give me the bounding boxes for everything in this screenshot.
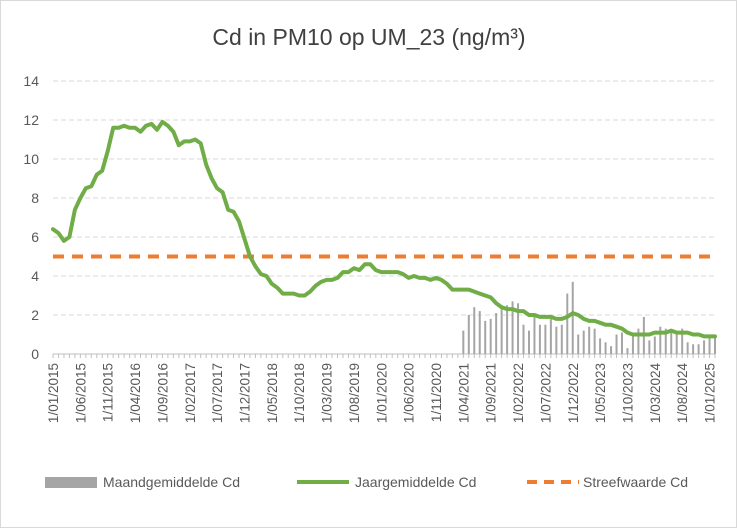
monthly-bar <box>697 344 700 354</box>
x-tick-label: 1/10/2018 <box>292 363 307 423</box>
monthly-bar <box>670 332 673 354</box>
monthly-bar <box>675 330 678 354</box>
x-tick-label: 1/04/2021 <box>456 363 471 423</box>
monthly-bar <box>582 330 585 354</box>
monthly-bar <box>648 340 651 354</box>
x-tick-label: 1/01/2020 <box>374 363 389 423</box>
monthly-bar <box>566 293 569 354</box>
legend-label-target: Streefwaarde Cd <box>583 474 688 490</box>
x-tick-label: 1/11/2015 <box>101 363 116 422</box>
annual-average-line <box>51 119 717 339</box>
monthly-bar <box>577 334 580 354</box>
x-tick-label: 1/05/2023 <box>593 363 608 423</box>
x-tick-label: 1/03/2024 <box>648 363 663 424</box>
monthly-bar <box>631 332 634 354</box>
monthly-bar <box>626 348 629 354</box>
y-tick-label: 12 <box>23 112 39 128</box>
grid-lines <box>53 80 715 316</box>
x-tick-label: 1/07/2017 <box>210 363 225 423</box>
monthly-bar <box>522 324 525 354</box>
legend-label-monthly: Maandgemiddelde Cd <box>103 474 240 490</box>
monthly-bar <box>703 340 706 354</box>
monthly-bar <box>495 313 498 354</box>
x-tick-label: 1/12/2022 <box>566 363 581 423</box>
x-tick-label: 1/08/2024 <box>675 363 690 424</box>
x-tick-label: 1/05/2018 <box>265 363 280 423</box>
monthly-bar <box>637 328 640 354</box>
monthly-bar <box>653 336 656 354</box>
monthly-bar <box>599 338 602 354</box>
monthly-bar <box>533 316 536 354</box>
monthly-bar <box>692 344 695 354</box>
y-tick-label: 8 <box>31 190 39 206</box>
monthly-bar <box>615 334 618 354</box>
y-tick-label: 10 <box>23 151 39 167</box>
x-tick-label: 1/02/2017 <box>183 363 198 423</box>
x-tick-label: 1/09/2016 <box>155 363 170 423</box>
monthly-bar <box>538 324 541 354</box>
y-tick-label: 14 <box>23 73 39 89</box>
y-axis-ticks: 0 2 4 6 8 10 12 14 <box>23 73 39 362</box>
monthly-bar <box>484 320 487 354</box>
monthly-bar <box>604 342 607 354</box>
x-tick-label: 1/07/2022 <box>538 363 553 423</box>
monthly-bar <box>473 307 476 354</box>
y-tick-label: 4 <box>31 268 39 284</box>
monthly-bars <box>462 281 716 354</box>
monthly-bar <box>560 324 563 354</box>
y-tick-label: 0 <box>31 346 39 362</box>
monthly-bar <box>708 336 711 354</box>
x-tick-label: 1/01/2025 <box>703 363 718 423</box>
x-tick-label: 1/02/2022 <box>511 363 526 423</box>
legend-label-annual: Jaargemiddelde Cd <box>355 474 476 490</box>
legend: Maandgemiddelde Cd Jaargemiddelde Cd Str… <box>45 474 688 490</box>
x-tick-label: 1/11/2020 <box>429 363 444 422</box>
monthly-bar <box>659 326 662 354</box>
x-tick-label: 1/04/2016 <box>128 363 143 423</box>
monthly-bar <box>610 346 613 354</box>
chart-title: Cd in PM10 op UM_23 (ng/m³) <box>212 24 525 50</box>
monthly-bar <box>478 311 481 354</box>
monthly-bar <box>593 328 596 354</box>
annual-line <box>51 119 717 339</box>
monthly-bar <box>620 332 623 354</box>
legend-swatch-monthly <box>45 477 97 488</box>
monthly-bar <box>511 301 514 354</box>
x-axis: 1/01/2015 1/06/2015 1/11/2015 1/04/2016 1/09… <box>46 353 718 424</box>
monthly-bar <box>664 328 667 354</box>
monthly-bar <box>506 305 509 354</box>
monthly-bar <box>571 281 574 354</box>
monthly-bar <box>588 326 591 354</box>
monthly-bar <box>489 318 492 354</box>
x-tick-label: 1/10/2023 <box>620 363 635 423</box>
x-tick-label: 1/09/2021 <box>484 363 499 423</box>
monthly-bar <box>462 330 465 354</box>
monthly-bar <box>517 303 520 354</box>
x-tick-label: 1/08/2019 <box>347 363 362 423</box>
x-tick-label: 1/01/2015 <box>46 363 61 423</box>
monthly-bar <box>686 342 689 354</box>
monthly-bar <box>500 309 503 354</box>
x-tick-label: 1/06/2015 <box>73 363 88 423</box>
monthly-bar <box>555 326 558 354</box>
x-tick-label: 1/03/2019 <box>320 363 335 423</box>
monthly-bar <box>544 324 547 354</box>
monthly-bar <box>549 318 552 354</box>
monthly-bar <box>681 328 684 354</box>
monthly-bar <box>714 336 716 354</box>
y-tick-label: 6 <box>31 229 39 245</box>
monthly-bar <box>467 315 470 354</box>
x-tick-label: 1/06/2020 <box>402 363 417 423</box>
x-tick-label: 1/12/2017 <box>237 363 252 423</box>
y-tick-label: 2 <box>31 307 39 323</box>
monthly-bar <box>527 330 530 354</box>
